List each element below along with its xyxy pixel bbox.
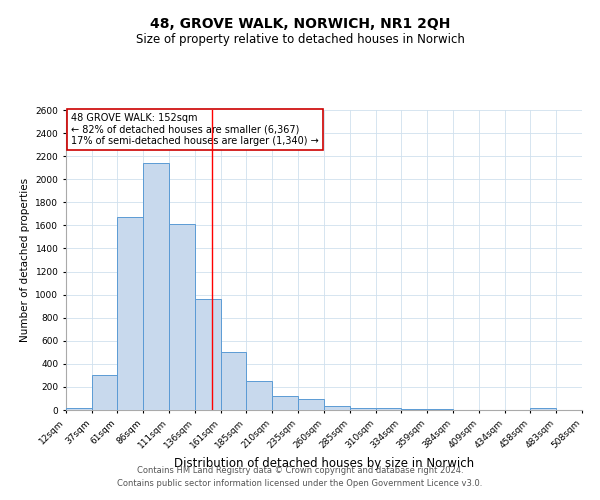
- Text: 48, GROVE WALK, NORWICH, NR1 2QH: 48, GROVE WALK, NORWICH, NR1 2QH: [150, 18, 450, 32]
- Bar: [530, 408, 556, 410]
- Bar: [195, 299, 221, 410]
- Bar: [401, 409, 427, 410]
- Bar: [298, 399, 324, 410]
- Bar: [272, 396, 298, 410]
- Text: Contains HM Land Registry data © Crown copyright and database right 2024.
Contai: Contains HM Land Registry data © Crown c…: [118, 466, 482, 487]
- Bar: [376, 408, 401, 410]
- Bar: [92, 376, 117, 410]
- X-axis label: Distribution of detached houses by size in Norwich: Distribution of detached houses by size …: [174, 456, 474, 469]
- Bar: [169, 224, 195, 410]
- Bar: [350, 408, 376, 410]
- Text: Size of property relative to detached houses in Norwich: Size of property relative to detached ho…: [136, 32, 464, 46]
- Text: 48 GROVE WALK: 152sqm
← 82% of detached houses are smaller (6,367)
17% of semi-d: 48 GROVE WALK: 152sqm ← 82% of detached …: [71, 113, 319, 146]
- Bar: [246, 381, 272, 410]
- Bar: [117, 218, 143, 410]
- Y-axis label: Number of detached properties: Number of detached properties: [20, 178, 30, 342]
- Bar: [143, 163, 169, 410]
- Bar: [221, 352, 246, 410]
- Bar: [324, 406, 350, 410]
- Bar: [66, 408, 92, 410]
